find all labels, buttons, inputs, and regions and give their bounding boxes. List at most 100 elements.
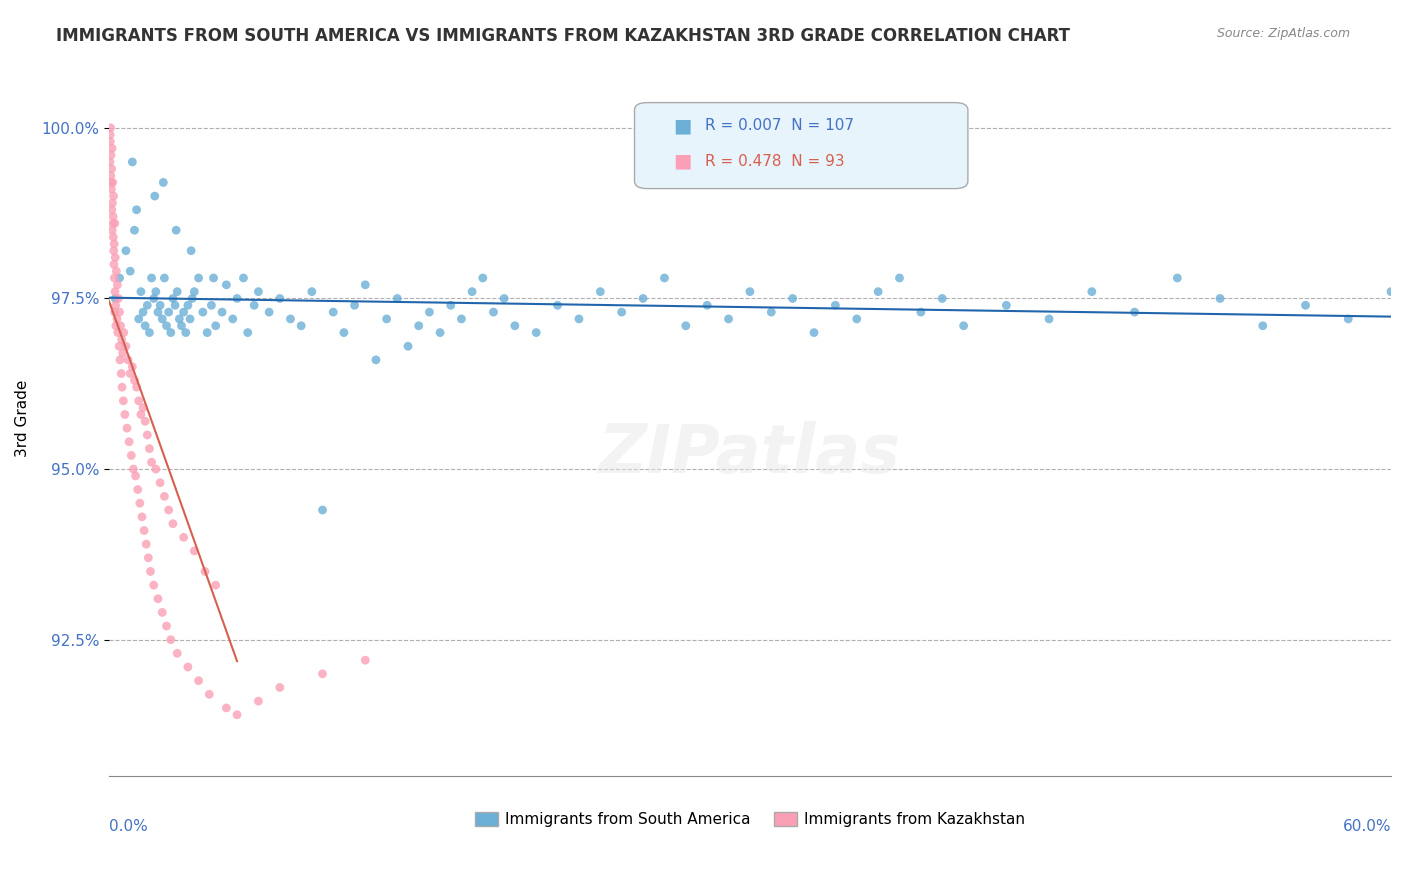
Point [717, 312, 740, 326]
Point [995, 298, 1018, 312]
Point [494, 292, 516, 306]
Point [257, 305, 280, 319]
Y-axis label: 3rd Grade: 3rd Grade [15, 379, 30, 457]
Point [101, 216, 124, 230]
Point [108, 271, 131, 285]
Point [547, 298, 569, 312]
Point [181, 292, 204, 306]
Point [429, 326, 451, 340]
Point [311, 666, 333, 681]
Point [183, 285, 205, 299]
Point [132, 524, 155, 538]
Point [104, 251, 127, 265]
Point [738, 285, 761, 299]
Point [100, 176, 122, 190]
Point [150, 606, 173, 620]
Point [120, 367, 142, 381]
Point [153, 271, 176, 285]
Point [159, 326, 181, 340]
Text: ■: ■ [673, 152, 692, 171]
Point [141, 271, 163, 285]
Point [101, 195, 124, 210]
Point [375, 312, 398, 326]
Point [166, 285, 188, 299]
Point [236, 326, 259, 340]
Point [124, 223, 146, 237]
Point [120, 264, 142, 278]
Point [153, 489, 176, 503]
Point [101, 202, 124, 217]
Point [136, 298, 159, 312]
Point [157, 305, 180, 319]
Point [169, 312, 191, 326]
Point [134, 318, 156, 333]
Point [166, 646, 188, 660]
Point [269, 681, 291, 695]
Point [132, 305, 155, 319]
Point [200, 298, 222, 312]
Point [204, 578, 226, 592]
Point [803, 326, 825, 340]
Point [179, 312, 201, 326]
Point [138, 442, 160, 456]
Point [111, 333, 134, 347]
Point [165, 298, 187, 312]
Point [121, 359, 143, 374]
Point [461, 285, 484, 299]
Point [952, 318, 974, 333]
Point [125, 202, 148, 217]
Point [103, 271, 125, 285]
Point [104, 216, 127, 230]
Point [112, 326, 135, 340]
Point [180, 244, 202, 258]
Point [125, 380, 148, 394]
Point [1166, 271, 1188, 285]
Point [101, 223, 124, 237]
Point [138, 326, 160, 340]
Point [1251, 318, 1274, 333]
Point [101, 141, 124, 155]
Point [269, 292, 291, 306]
Point [195, 326, 218, 340]
Point [103, 189, 125, 203]
Point [129, 408, 152, 422]
Point [215, 701, 238, 715]
Point [503, 318, 526, 333]
Point [191, 305, 214, 319]
Point [396, 339, 419, 353]
Point [301, 285, 323, 299]
Point [177, 298, 200, 312]
Point [146, 591, 169, 606]
Point [162, 292, 184, 306]
Point [868, 285, 890, 299]
Point [654, 271, 676, 285]
Point [108, 305, 131, 319]
Point [418, 305, 440, 319]
Point [226, 292, 249, 306]
Point [98, 155, 121, 169]
Point [631, 292, 654, 306]
Point [104, 285, 127, 299]
Point [136, 428, 159, 442]
Text: Source: ZipAtlas.com: Source: ZipAtlas.com [1216, 27, 1350, 40]
Point [675, 318, 697, 333]
Point [165, 223, 187, 237]
Point [115, 339, 138, 353]
Point [247, 694, 270, 708]
Point [524, 326, 547, 340]
Point [247, 285, 270, 299]
Point [103, 236, 125, 251]
Point [128, 312, 150, 326]
Point [204, 318, 226, 333]
Point [183, 544, 205, 558]
Point [845, 312, 868, 326]
Point [129, 285, 152, 299]
Point [910, 305, 932, 319]
Point [696, 298, 718, 312]
Point [364, 352, 387, 367]
Point [100, 148, 122, 162]
Point [482, 305, 505, 319]
Point [111, 346, 134, 360]
Point [387, 292, 409, 306]
Point [134, 414, 156, 428]
